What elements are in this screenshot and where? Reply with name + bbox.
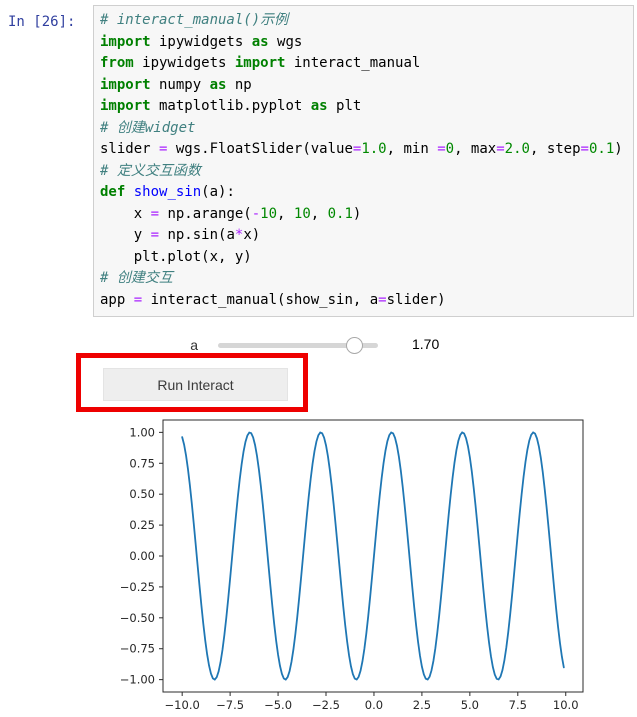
code-line: import ipywidgets as wgs (100, 33, 303, 50)
x-tick-label: −7.5 (216, 698, 244, 712)
y-tick-label: 0.00 (129, 549, 155, 563)
code-line: # interact_manual()示例 (100, 12, 289, 28)
y-tick-label: 0.50 (129, 487, 155, 501)
x-tick-label: 7.5 (509, 698, 527, 712)
x-tick-label: 2.5 (413, 698, 431, 712)
x-tick-label: −2.5 (312, 698, 340, 712)
y-tick-label: −1.00 (120, 673, 155, 687)
code-line: slider = wgs.FloatSlider(value=1.0, min … (100, 141, 623, 157)
slider-track[interactable] (218, 337, 378, 354)
input-prompt: In [26]: (8, 14, 76, 30)
y-axis-ticks: 1.00 0.75 0.50 0.25 0.00 −0.25 −0.50 −0.75 −1.00 (120, 425, 163, 687)
y-tick-label: −0.75 (120, 642, 155, 656)
code-line: from ipywidgets import interact_manual (100, 55, 421, 71)
code-line: def show_sin(a): (100, 184, 235, 200)
run-interact-button[interactable]: Run Interact (103, 368, 288, 401)
code-line: y = np.sin(a*x) (100, 227, 261, 243)
slider-readout: 1.70 (412, 336, 440, 352)
sine-plot: −10.0 −7.5 −5.0 −2.5 0.0 2.5 5.0 7.5 10.0 1.00 0.7… (85, 418, 600, 717)
code-line: # 创建交互 (100, 270, 173, 286)
sine-curve (181, 431, 565, 681)
code-line: import numpy as np (100, 76, 252, 93)
plot-spines (162, 419, 584, 693)
code-line: # 创建widget (100, 119, 196, 136)
code-line: x = np.arange(-10, 10, 0.1) (100, 205, 362, 222)
x-tick-label: −10.0 (165, 698, 200, 712)
slider-handle[interactable] (345, 337, 363, 354)
code-line: import matplotlib.pyplot as plt (100, 98, 362, 114)
y-tick-label: −0.50 (120, 611, 155, 625)
code-line: app = interact_manual(show_sin, a=slider… (100, 291, 446, 308)
y-tick-label: 0.75 (129, 456, 155, 470)
y-tick-label: −0.25 (120, 580, 155, 594)
x-tick-label: 10.0 (553, 698, 579, 712)
x-tick-label: 5.0 (461, 698, 479, 712)
x-axis-ticks: −10.0 −7.5 −5.0 −2.5 0.0 2.5 5.0 7.5 10.0 (165, 692, 579, 712)
x-tick-label: 0.0 (365, 698, 383, 712)
code-line: # 定义交互函数 (100, 162, 201, 179)
slider-label: a (190, 337, 198, 353)
y-tick-label: 0.25 (129, 518, 155, 532)
code-line: plt.plot(x, y) (100, 248, 252, 265)
x-tick-label: −5.0 (264, 698, 292, 712)
y-tick-label: 1.00 (129, 425, 155, 439)
